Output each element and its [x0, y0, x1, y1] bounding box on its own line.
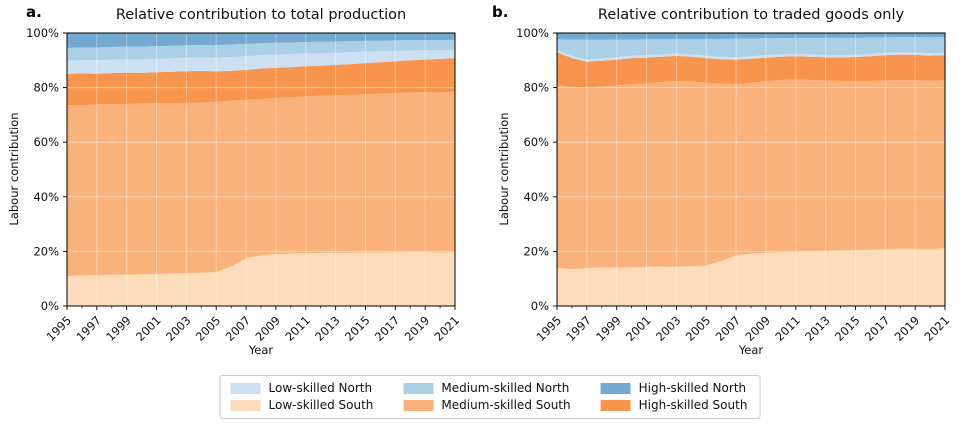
- area-high-skilled-south: [67, 58, 455, 106]
- legend-item-medium-skilled-north: Medium-skilled North: [403, 381, 570, 395]
- legend-label: Low-skilled South: [268, 398, 374, 412]
- y-tick-label: 100%: [26, 26, 59, 40]
- x-tick-label: 1999: [103, 313, 134, 344]
- x-tick-label: 2005: [683, 313, 714, 344]
- x-tick-label: 2013: [802, 313, 833, 344]
- chart-b-canvas: 1995 1997 1999 2001 2003 2005 2007 2009 2011 2013…: [516, 26, 953, 344]
- y-tick-label: 80%: [523, 81, 549, 95]
- x-tick-label: 2007: [223, 313, 254, 344]
- legend-label: High-skilled South: [638, 398, 748, 412]
- legend-label: Medium-skilled South: [441, 398, 571, 412]
- x-tick-label: 1997: [73, 313, 104, 344]
- x-tick-label: 2003: [163, 313, 194, 344]
- y-tick-label: 80%: [33, 81, 59, 95]
- area-medium-skilled-north: [67, 39, 455, 61]
- area-low-skilled-north: [557, 49, 945, 62]
- x-tick-label: 2001: [623, 313, 654, 344]
- x-tick-label: 2015: [832, 313, 863, 344]
- area-high-skilled-south: [557, 52, 945, 88]
- y-tick-label: 60%: [33, 135, 59, 149]
- x-tick-label: 2017: [862, 313, 893, 344]
- legend-label: Medium-skilled North: [441, 381, 570, 395]
- x-tick-label: 2019: [402, 313, 433, 344]
- y-tick-label: 100%: [516, 26, 549, 40]
- legend: Low-skilled North Medium-skilled North Hig…: [219, 375, 761, 419]
- x-tick-label: 2021: [922, 313, 953, 344]
- y-tick-label: 20%: [523, 244, 549, 258]
- area-high-skilled-north: [67, 33, 455, 48]
- x-tick-label: 2007: [713, 313, 744, 344]
- x-tick-label: 2005: [193, 313, 224, 344]
- x-tick-label: 2017: [372, 313, 403, 344]
- y-tick-label: 40%: [33, 190, 59, 204]
- area-high-skilled-north: [557, 33, 945, 40]
- area-low-skilled-north: [67, 49, 455, 74]
- y-tick-label: 60%: [523, 135, 549, 149]
- x-tick-label: 2021: [432, 313, 463, 344]
- legend-item-high-skilled-south: High-skilled South: [600, 398, 748, 412]
- legend-item-high-skilled-north: High-skilled North: [600, 381, 748, 395]
- legend-label: Low-skilled North: [268, 381, 373, 395]
- x-tick-label: 2015: [342, 313, 373, 344]
- legend-swatch-medium-skilled-north: [403, 382, 434, 394]
- x-tick-label: 2011: [772, 313, 803, 344]
- y-tick-label: 20%: [33, 244, 59, 258]
- x-tick-label: 2013: [312, 313, 343, 344]
- panel-b-title: Relative contribution to traded goods on…: [597, 7, 905, 23]
- legend-label: High-skilled North: [638, 381, 747, 395]
- x-tick-label: 2001: [133, 313, 164, 344]
- chart-a-canvas: 1995 1997 1999 2001 2003 2005 2007 2009 2011 2013…: [26, 26, 463, 344]
- legend-swatch-medium-skilled-south: [403, 399, 434, 411]
- x-tick-label: 1995: [534, 313, 565, 344]
- legend-item-low-skilled-south: Low-skilled South: [230, 398, 374, 412]
- legend-swatch-high-skilled-south: [600, 399, 631, 411]
- x-tick-label: 1995: [44, 313, 75, 344]
- panel-a-x-axis-label: Year: [248, 343, 274, 357]
- area-medium-skilled-south: [67, 91, 455, 276]
- y-tick-label: 0%: [41, 299, 59, 313]
- legend-swatch-high-skilled-north: [600, 382, 631, 394]
- x-tick-label: 2009: [742, 313, 773, 344]
- y-tick-label: 40%: [523, 190, 549, 204]
- area-low-skilled-south: [67, 251, 455, 306]
- area-low-skilled-south: [557, 248, 945, 306]
- panel-b-letter: b.: [492, 3, 509, 21]
- area-medium-skilled-north: [557, 37, 945, 60]
- panel-b-x-axis-label: Year: [738, 343, 764, 357]
- legend-item-medium-skilled-south: Medium-skilled South: [403, 398, 571, 412]
- legend-swatch-low-skilled-south: [230, 399, 261, 411]
- y-tick-label: 0%: [531, 299, 549, 313]
- x-tick-label: 2009: [252, 313, 283, 344]
- x-tick-label: 1999: [593, 313, 624, 344]
- panel-a-letter: a.: [26, 3, 42, 21]
- legend-item-low-skilled-north: Low-skilled North: [230, 381, 374, 395]
- legend-swatch-low-skilled-north: [230, 382, 261, 394]
- x-tick-label: 2011: [282, 313, 313, 344]
- x-tick-label: 1997: [563, 313, 594, 344]
- x-tick-label: 2003: [653, 313, 684, 344]
- x-tick-label: 2019: [892, 313, 923, 344]
- area-medium-skilled-south: [557, 79, 945, 270]
- panel-a-title: Relative contribution to total productio…: [115, 7, 407, 23]
